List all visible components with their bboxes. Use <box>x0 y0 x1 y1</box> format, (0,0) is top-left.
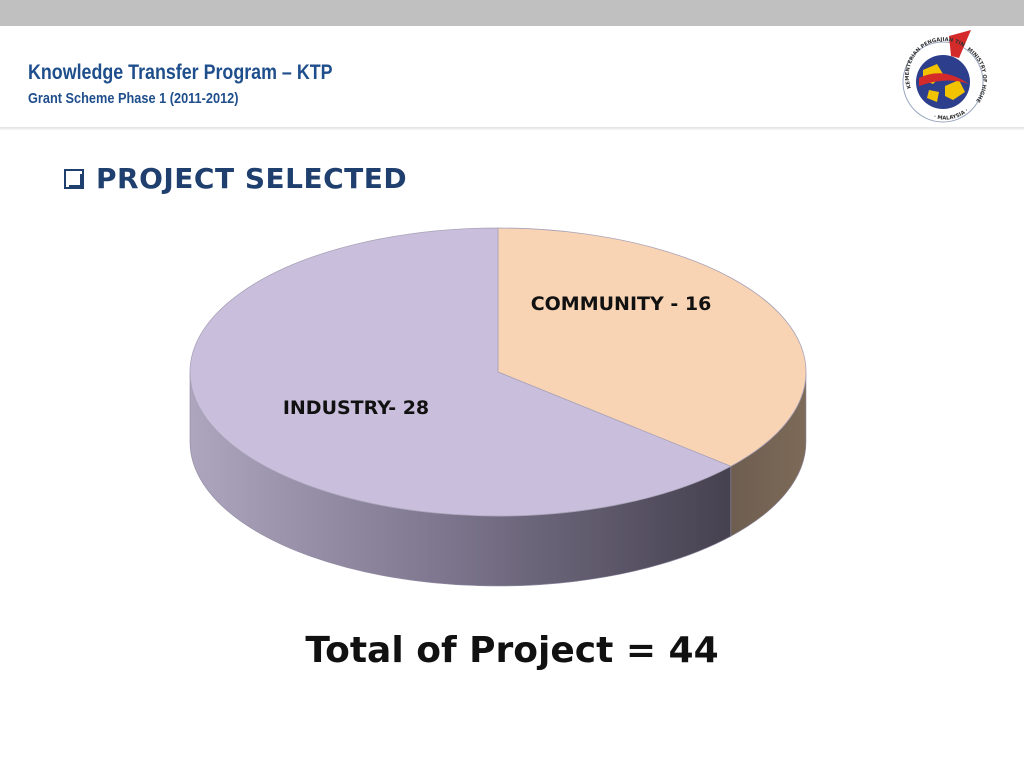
ministry-logo: KEMENTERIAN PENGAJIAN TINGGI MINISTRY OF… <box>893 26 987 123</box>
section-heading: PROJECT SELECTED <box>64 162 407 195</box>
slice-label-industry: INDUSTRY- 28 <box>283 397 429 419</box>
total-of-project: Total of Project = 44 <box>305 630 719 671</box>
slice-label-community: COMMUNITY - 16 <box>531 293 712 315</box>
pie-slice-community <box>497 227 807 467</box>
slide-subtitle: Grant Scheme Phase 1 (2011-2012) <box>28 90 239 107</box>
pie-tops <box>189 227 807 517</box>
pie-slice-industry <box>189 227 732 517</box>
slide-title: Knowledge Transfer Program – KTP <box>28 61 333 84</box>
header-divider <box>0 127 1024 130</box>
top-bar <box>0 0 1024 26</box>
section-heading-text: PROJECT SELECTED <box>96 162 408 195</box>
checkbox-bullet-icon <box>64 168 84 189</box>
